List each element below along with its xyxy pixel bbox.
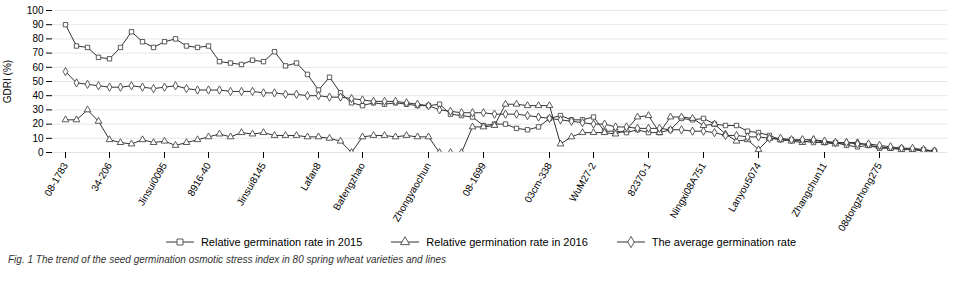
svg-text:Zhongyaochun: Zhongyaochun [390, 161, 433, 224]
html-text:The average germination rate: The average germination rate [651, 236, 797, 248]
svg-text:60: 60 [32, 62, 44, 73]
html-text:Fig. 1 The trend of the seed g: Fig. 1 The trend of the seed germination… [8, 254, 446, 265]
svg-text:08-1699: 08-1699 [460, 160, 488, 198]
svg-text:50: 50 [32, 76, 44, 87]
svg-text:Lanyou5074: Lanyou5074 [726, 160, 763, 214]
svg-text:WuM27-2: WuM27-2 [567, 160, 598, 203]
html-text:Relative germination rate in 2: Relative germination rate in 2016 [426, 236, 588, 248]
svg-text:GDRI (%): GDRI (%) [2, 60, 13, 103]
html-text:Relative germination rate in 2: Relative germination rate in 2015 [200, 236, 363, 248]
svg-text:Zhangchun11: Zhangchun11 [789, 160, 829, 218]
svg-text:08-1783: 08-1783 [42, 160, 70, 198]
svg-text:80: 80 [32, 33, 44, 44]
svg-text:Jinsui8145: Jinsui8145 [235, 160, 269, 207]
svg-text:Lafan8: Lafan8 [298, 160, 323, 192]
svg-text:34-206: 34-206 [89, 160, 114, 193]
svg-text:Bafengzhao: Bafengzhao [331, 160, 367, 212]
svg-text:8916-40: 8916-40 [185, 160, 213, 198]
svg-text:08dongzhong275: 08dongzhong275 [836, 160, 884, 232]
svg-text:70: 70 [32, 47, 44, 58]
svg-text:40: 40 [32, 90, 44, 101]
svg-text:90: 90 [32, 19, 44, 30]
svg-text:100: 100 [27, 5, 44, 16]
svg-text:Jinsui0095: Jinsui0095 [136, 160, 170, 207]
svg-text:Ningxi08A751: Ningxi08A751 [667, 160, 708, 220]
svg-text:10: 10 [32, 133, 44, 144]
svg-text:03cm-338: 03cm-338 [522, 160, 554, 204]
svg-text:0: 0 [38, 147, 44, 158]
svg-text:82370-1: 82370-1 [625, 160, 653, 198]
svg-text:30: 30 [32, 104, 44, 115]
svg-text:20: 20 [32, 118, 44, 129]
